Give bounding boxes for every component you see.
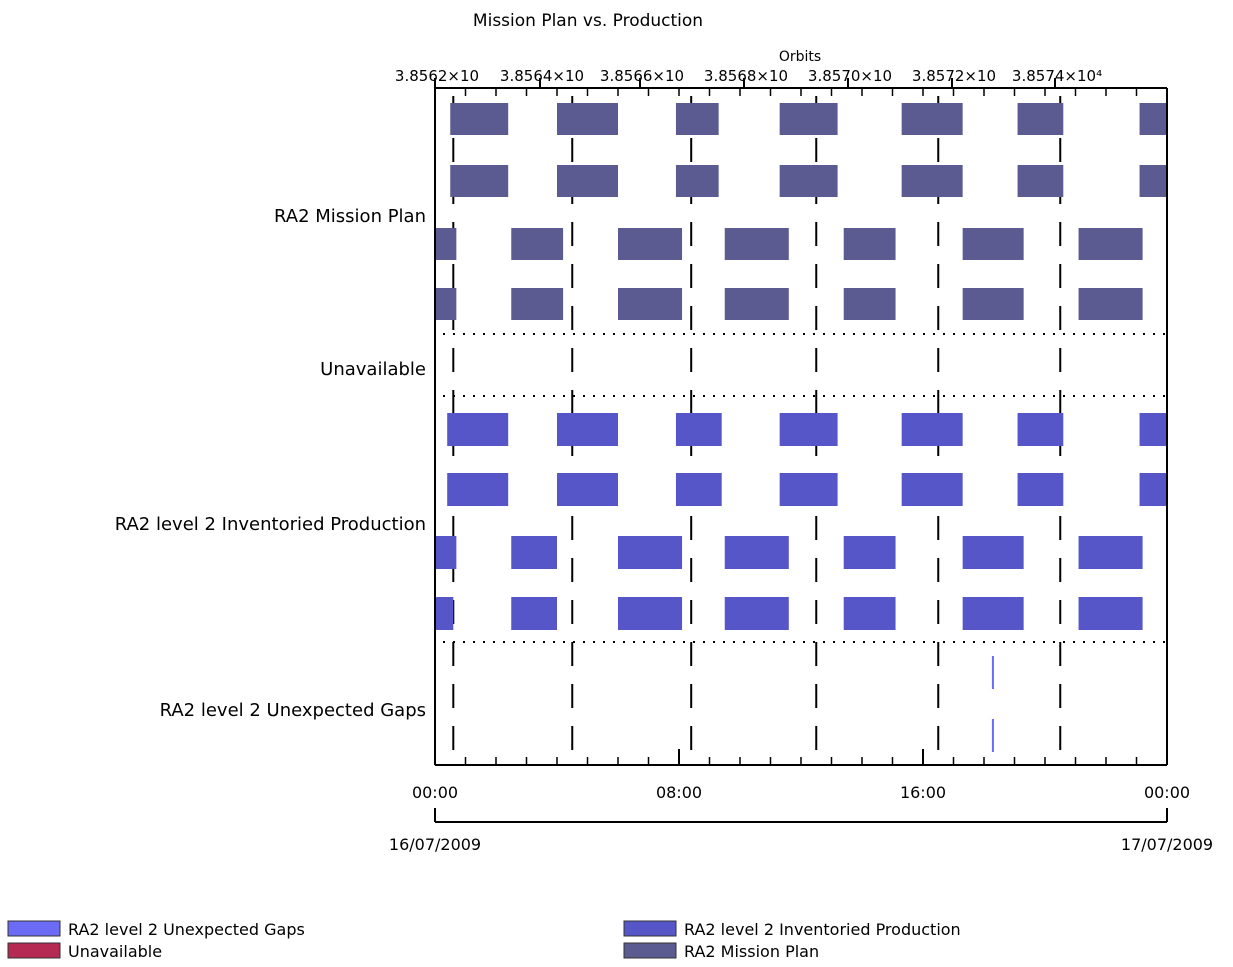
timeline-bar: [779, 165, 838, 197]
bars-layer: [435, 103, 1167, 752]
top-axis-tick-label: 3.8564×10: [500, 67, 584, 85]
timeline-bar: [435, 597, 454, 630]
top-axis-title: Orbits: [779, 49, 821, 65]
row-label: RA2 Mission Plan: [274, 206, 426, 227]
row-label: RA2 level 2 Inventoried Production: [115, 514, 426, 535]
timeline-bar: [779, 473, 838, 506]
timeline-bar: [1078, 597, 1143, 630]
timeline-bar: [618, 597, 683, 630]
legend-swatch: [623, 920, 677, 937]
timeline-bar: [901, 473, 963, 506]
timeline-bar: [511, 288, 564, 320]
grid-layer: [443, 96, 1167, 757]
timeline-bar: [618, 228, 683, 260]
timeline-bar: [991, 656, 994, 689]
timeline-bar: [1139, 165, 1167, 197]
top-axis-tick-label: 3.8570×10: [808, 67, 892, 85]
timeline-bar: [724, 228, 789, 260]
timeline-bar: [618, 536, 683, 569]
timeline-bar: [511, 228, 564, 260]
legend-label: RA2 level 2 Unexpected Gaps: [68, 920, 305, 939]
timeline-bar: [1139, 413, 1167, 446]
timeline-bar: [779, 103, 838, 135]
timeline-bar: [435, 288, 457, 320]
legend-label: RA2 level 2 Inventoried Production: [684, 920, 961, 939]
timeline-bar: [557, 103, 618, 135]
top-axis-tick-label: 3.8562×10: [395, 67, 479, 85]
timeline-bar: [843, 536, 896, 569]
timeline-bar: [675, 473, 722, 506]
timeline-bar: [618, 288, 683, 320]
top-axis-tick-label: 3.8568×10: [704, 67, 788, 85]
timeline-bar: [1078, 228, 1143, 260]
timeline-bar: [675, 165, 719, 197]
legend-swatch: [7, 942, 61, 959]
timeline-bar: [1017, 165, 1064, 197]
top-axis-tick-label: 3.8566×10: [600, 67, 684, 85]
date-label: 17/07/2009: [1121, 835, 1213, 854]
timeline-bar: [779, 413, 838, 446]
row-label: RA2 level 2 Unexpected Gaps: [160, 700, 426, 721]
timeline-bar: [557, 165, 618, 197]
timeline-bar: [1078, 288, 1143, 320]
timeline-bar: [435, 228, 457, 260]
timeline-bar: [724, 536, 789, 569]
axes: 00:00 08:00 16:00 00:00 16/07/2009 17/07/2009…: [389, 67, 1213, 854]
legend-swatch: [623, 942, 677, 959]
legend-swatch: [7, 920, 61, 937]
timeline-bar: [511, 597, 557, 630]
timeline-bar: [1017, 103, 1064, 135]
timeline-bar: [843, 597, 896, 630]
timeline-bar: [1078, 536, 1143, 569]
timeline-bar: [901, 165, 963, 197]
timeline-bar: [557, 473, 618, 506]
timeline-bar: [450, 103, 509, 135]
date-label: 16/07/2009: [389, 835, 481, 854]
timeline-bar: [675, 413, 722, 446]
timeline-bar: [447, 413, 509, 446]
top-axis-tick-label: 3.8572×10: [912, 67, 996, 85]
timeline-bar: [1017, 473, 1064, 506]
timeline-bar: [1139, 473, 1167, 506]
timeline-bar: [991, 719, 994, 752]
timeline-bar: [843, 288, 896, 320]
legend: RA2 level 2 Unexpected Gaps Unavailable RA…: [7, 920, 961, 961]
timeline-bar: [450, 165, 509, 197]
timeline-bar: [843, 228, 896, 260]
x-axis-tick-label: 08:00: [656, 783, 702, 802]
timeline-bar: [962, 288, 1024, 320]
timeline-bar: [1017, 413, 1064, 446]
row-labels: RA2 Mission Plan Unavailable RA2 level 2 I…: [115, 206, 426, 721]
timeline-bar: [435, 536, 457, 569]
timeline-bar: [962, 536, 1024, 569]
timeline-bar: [447, 473, 509, 506]
timeline-bar: [962, 228, 1024, 260]
x-axis-tick-label: 00:00: [1144, 783, 1190, 802]
timeline-bar: [724, 288, 789, 320]
legend-label: Unavailable: [68, 942, 162, 961]
legend-label: RA2 Mission Plan: [684, 942, 819, 961]
chart-title: Mission Plan vs. Production: [473, 11, 703, 31]
top-axis-tick-label: 3.8574×10⁴: [1012, 67, 1102, 85]
row-label: Unavailable: [320, 359, 426, 380]
timeline-bar: [1139, 103, 1167, 135]
timeline-bar: [962, 597, 1024, 630]
x-axis-tick-label: 16:00: [900, 783, 946, 802]
timeline-bar: [511, 536, 557, 569]
timeline-bar: [675, 103, 719, 135]
timeline-bar: [901, 103, 963, 135]
timeline-bar: [724, 597, 789, 630]
timeline-bar: [557, 413, 618, 446]
timeline-bar: [901, 413, 963, 446]
x-axis-tick-label: 00:00: [412, 783, 458, 802]
